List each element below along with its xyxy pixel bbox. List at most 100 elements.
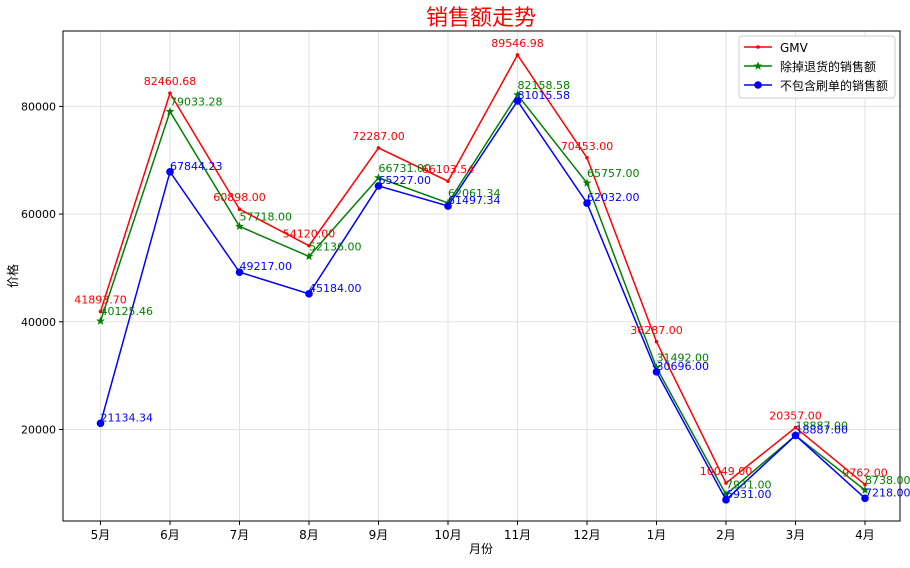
data-label: 89546.98 (491, 37, 544, 50)
data-label: 60898.00 (213, 191, 266, 204)
data-point (515, 53, 520, 57)
x-tick-label: 11月 (504, 528, 531, 542)
data-label: 72287.00 (352, 130, 405, 143)
legend-marker (754, 81, 762, 89)
data-point (585, 155, 589, 160)
x-axis-label: 月份 (469, 542, 493, 556)
y-tick-label: 40000 (21, 316, 56, 329)
data-label: 66731.00 (379, 162, 432, 175)
data-point (652, 368, 661, 376)
series-line-3 (99, 99, 866, 502)
data-label: 36287.00 (630, 324, 683, 337)
x-tick-label: 12月 (573, 528, 600, 542)
legend-box (738, 35, 896, 99)
data-label: 31492.00 (657, 352, 710, 365)
data-point (235, 268, 244, 276)
data-label: 65227.00 (379, 174, 432, 187)
plot-area-frame (62, 30, 901, 522)
data-label: 7218.00 (865, 486, 910, 499)
x-tick-label: 10月 (434, 528, 461, 542)
data-point (446, 179, 450, 184)
data-label: 81015.58 (518, 89, 571, 102)
data-label: 41893.70 (74, 294, 127, 307)
data-point (235, 221, 244, 231)
data-label: 62032.00 (587, 191, 640, 204)
data-label: 52136.00 (309, 240, 362, 253)
data-label: 30696.00 (657, 360, 710, 373)
data-label: 66103.54 (422, 163, 475, 176)
x-tick-label: 7月 (230, 528, 250, 542)
data-label: 45184.00 (309, 282, 362, 295)
data-label: 54120.00 (283, 228, 336, 241)
data-label: 82158.58 (518, 79, 571, 92)
y-tick-label: 60000 (21, 208, 56, 221)
data-point (582, 178, 592, 187)
chart-title: 销售额走势 (426, 6, 536, 31)
x-tick-label: 2月 (716, 528, 736, 542)
data-point (652, 362, 661, 372)
y-axis-label: 价格 (5, 264, 20, 288)
data-label: 6931.00 (726, 488, 772, 501)
data-label: 7931.00 (726, 478, 772, 491)
data-point (374, 173, 383, 182)
data-point (237, 207, 242, 212)
data-point (376, 146, 381, 150)
data-point (583, 199, 591, 207)
data-label: 82460.68 (144, 75, 197, 88)
legend-label: 不包含刷单的销售额 (780, 78, 888, 93)
data-point (654, 339, 659, 344)
data-point (791, 431, 800, 440)
legend-marker (756, 45, 760, 49)
data-point (96, 419, 105, 428)
axes: 5月 6月 7月 8月 9月 10月 11月 12月 1月 2月 3月 4月 20000 40000 600… (21, 100, 875, 542)
series-line-1 (99, 53, 866, 486)
x-tick-label: 9月 (369, 528, 389, 542)
data-label: 8738.00 (865, 474, 910, 487)
data-point (304, 251, 314, 261)
y-tick-label: 80000 (21, 100, 56, 113)
legend-label: GMV (780, 41, 809, 55)
data-point (724, 481, 728, 485)
data-label: 20357.00 (769, 410, 822, 423)
data-point (513, 90, 522, 99)
series-layer (96, 53, 870, 504)
data-point (860, 485, 870, 494)
data-label: 49217.00 (240, 260, 293, 273)
data-label: 62061.34 (448, 187, 501, 200)
data-point (98, 309, 103, 314)
data-label: 18887.00 (796, 419, 849, 432)
data-point (374, 182, 383, 190)
data-label: 65757.00 (587, 167, 640, 180)
x-tick-label: 1月 (647, 528, 667, 542)
data-point (861, 494, 869, 503)
data-label: 61497.34 (448, 194, 501, 207)
grid-lines (63, 31, 900, 521)
data-point (307, 243, 311, 248)
data-label: 79033.28 (170, 96, 223, 109)
data-point (863, 482, 867, 487)
x-tick-label: 8月 (299, 528, 319, 542)
data-point (793, 425, 798, 430)
series-line-2 (99, 93, 866, 496)
x-tick-label: 3月 (786, 528, 806, 542)
data-label: 10049.00 (700, 465, 753, 478)
data-point (722, 496, 730, 504)
data-label: 18887.00 (796, 423, 849, 436)
x-tick-label: 5月 (91, 528, 111, 542)
data-point (721, 489, 731, 499)
legend-label: 除掉退货的销售额 (780, 59, 876, 74)
data-label: 70453.00 (561, 140, 614, 153)
data-point (166, 168, 174, 176)
data-point (165, 106, 175, 116)
data-label: 21134.34 (101, 411, 154, 424)
x-tick-label: 6月 (160, 528, 180, 542)
data-point (96, 316, 105, 325)
data-point (168, 91, 172, 95)
x-tick-label: 4月 (855, 528, 875, 542)
data-point (305, 290, 313, 298)
data-label: 9762.00 (842, 467, 888, 480)
data-point (444, 202, 452, 210)
